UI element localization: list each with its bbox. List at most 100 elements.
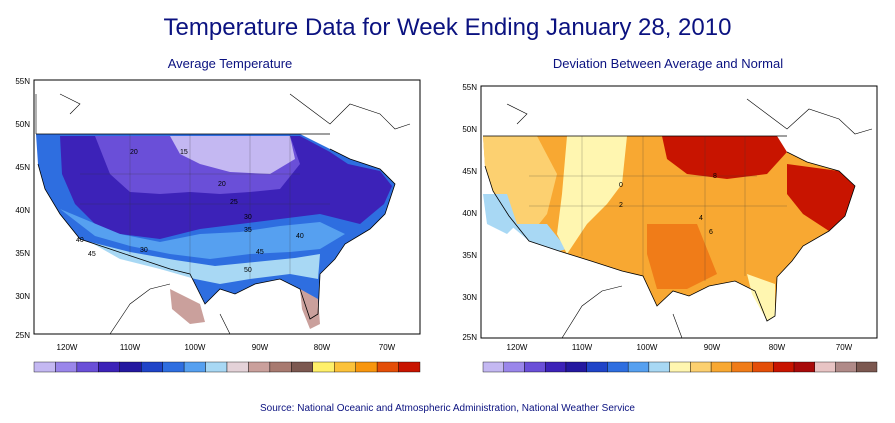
- legend-swatch: [773, 361, 795, 373]
- lat-label: 25N: [15, 331, 30, 340]
- great-lakes-warm-area: [662, 136, 787, 179]
- legend-swatch: [814, 361, 836, 373]
- lat-label: 40N: [15, 206, 30, 215]
- legend-swatch: [33, 361, 56, 373]
- mexico-outline: [109, 283, 231, 334]
- west-band: [483, 136, 557, 239]
- texas-warm-area: [170, 289, 205, 324]
- legend-swatch: [226, 361, 249, 373]
- lon-label: 100W: [637, 343, 658, 352]
- contour-label: 15: [180, 149, 188, 156]
- contour-label: 40: [76, 237, 84, 244]
- legend-swatch: [565, 361, 587, 373]
- legend-swatch: [669, 361, 691, 373]
- lat-label: 50N: [462, 125, 477, 134]
- coastline: [483, 135, 856, 322]
- lon-label: 110W: [120, 343, 141, 352]
- lat-label: 45N: [15, 163, 30, 172]
- lat-label: 45N: [462, 167, 477, 176]
- coastline: [36, 133, 396, 320]
- legend-swatch: [503, 361, 525, 373]
- legend-swatch: [291, 361, 313, 373]
- legend-swatch: [398, 361, 421, 373]
- lat-label: 25N: [462, 333, 477, 342]
- average-temperature-map: 55N 50N 45N 40N 35N 30N 25N 120W 110W 10…: [0, 74, 440, 374]
- contour-label: 45: [88, 251, 96, 258]
- state-borders: [80, 134, 330, 279]
- coast-cool-area: [483, 194, 517, 234]
- warm-band: [90, 242, 320, 284]
- legend-swatch: [545, 361, 567, 373]
- lon-label: 120W: [57, 343, 78, 352]
- lon-label: 120W: [507, 343, 528, 352]
- lon-label: 110W: [572, 343, 593, 352]
- legend-swatch: [183, 361, 206, 373]
- lon-label: 100W: [185, 343, 206, 352]
- legend-swatch: [856, 361, 878, 373]
- legend-swatch: [269, 361, 292, 373]
- lon-label: 70W: [379, 343, 396, 352]
- legend-swatch: [607, 361, 629, 373]
- lon-label: 70W: [836, 343, 853, 352]
- legend-swatch: [482, 361, 504, 373]
- legend-swatch: [312, 361, 335, 373]
- northeast-warm-area: [787, 164, 855, 231]
- canada-outline: [35, 93, 411, 134]
- plains-neutral-band: [557, 136, 627, 254]
- contour-label: 0: [619, 182, 623, 189]
- legend-swatch: [355, 361, 378, 373]
- lat-label: 50N: [15, 120, 30, 129]
- lat-label: 35N: [462, 251, 477, 260]
- state-borders: [529, 136, 787, 281]
- contour-label: 8: [713, 173, 717, 180]
- average-temperature-subtitle: Average Temperature: [167, 56, 293, 71]
- southwest-cool-area: [509, 224, 567, 251]
- contour-label: 50: [244, 267, 252, 274]
- contour-label: 45: [256, 249, 264, 256]
- contour-label: 25: [230, 199, 238, 206]
- legend-swatch: [376, 361, 399, 373]
- legend-swatch: [648, 361, 670, 373]
- legend-swatch: [731, 361, 753, 373]
- lat-label: 35N: [15, 249, 30, 258]
- contour-label: 30: [244, 214, 252, 221]
- legend-swatch: [710, 361, 733, 373]
- south-central-band: [647, 224, 717, 289]
- legend-swatch: [205, 361, 228, 373]
- lon-label: 90W: [704, 343, 721, 352]
- contour-label: 6: [709, 229, 713, 236]
- lat-label: 55N: [15, 77, 30, 86]
- lat-label: 55N: [462, 83, 477, 92]
- page-title: Temperature Data for Week Ending January…: [163, 14, 732, 41]
- legend-swatch: [141, 361, 163, 373]
- contour-label: 30: [140, 247, 148, 254]
- deviation-legend: -16-14-12-10-8-6-4-20246810121416: [482, 361, 878, 373]
- deviation-map: 55N 50N 45N 40N 35N 30N 25N 120W 110W 10…: [447, 74, 895, 374]
- legend-swatch: [119, 361, 142, 373]
- deviation-subtitle: Deviation Between Average and Normal: [552, 56, 784, 71]
- florida-warm-area: [300, 289, 320, 329]
- lat-label: 40N: [462, 209, 477, 218]
- legend-swatch: [248, 361, 271, 373]
- legend-swatch: [162, 361, 185, 373]
- legend-swatch: [586, 361, 608, 373]
- lon-label: 80W: [314, 343, 331, 352]
- temperature-legend: 202530354045505560657075808590: [33, 361, 421, 373]
- canada-outline: [506, 98, 873, 135]
- mexico-outline: [561, 285, 683, 338]
- lon-label: 80W: [769, 343, 786, 352]
- florida-neutral-area: [747, 274, 775, 321]
- contour-label: 2: [619, 202, 623, 209]
- mild-band: [60, 209, 345, 259]
- legend-swatch: [98, 361, 120, 373]
- legend-swatch: [524, 361, 546, 373]
- legend-swatch: [793, 361, 815, 373]
- source-credit: Source: National Oceanic and Atmospheric…: [259, 403, 635, 414]
- legend-swatch: [690, 361, 712, 373]
- contour-label: 20: [130, 149, 138, 156]
- legend-swatch: [835, 361, 857, 373]
- lat-label: 30N: [462, 293, 477, 302]
- lat-label: 30N: [15, 292, 30, 301]
- contour-label: 35: [244, 227, 252, 234]
- coldest-band: [170, 136, 295, 174]
